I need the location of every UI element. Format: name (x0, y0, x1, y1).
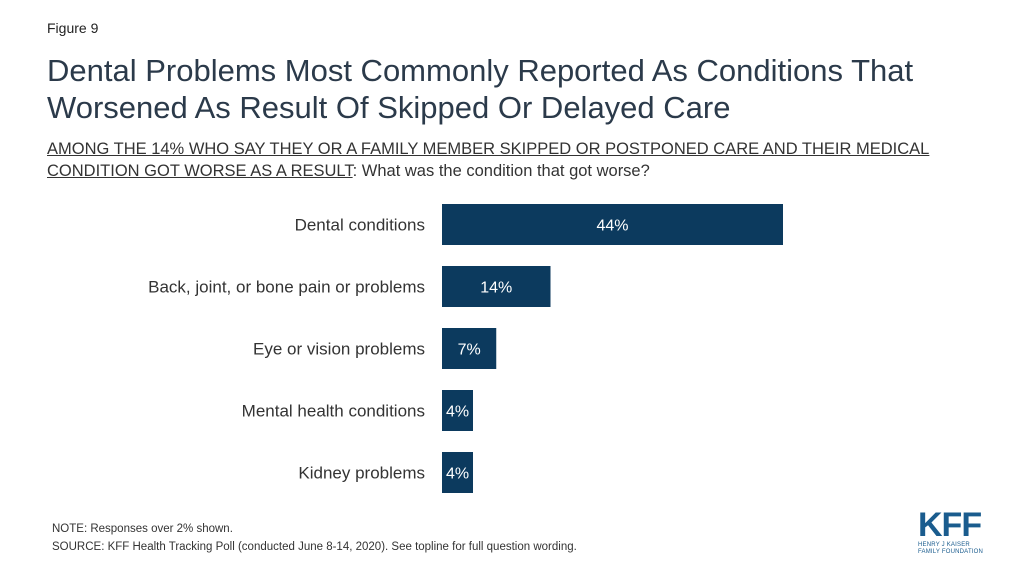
category-label-3: Mental health conditions (242, 402, 425, 421)
data-label-1: 14% (480, 280, 512, 297)
footer-note: NOTE: Responses over 2% shown. (52, 523, 233, 535)
bar-3 (442, 390, 473, 431)
logo-line-2: FAMILY FOUNDATION (918, 549, 984, 555)
category-label-2: Eye or vision problems (253, 340, 425, 359)
chart-subtitle: AMONG THE 14% WHO SAY THEY OR A FAMILY M… (47, 138, 997, 182)
bar-4 (442, 452, 473, 493)
data-label-3: 4% (446, 404, 469, 421)
bar-0 (442, 204, 783, 245)
subtitle-question: : What was the condition that got worse? (352, 162, 650, 180)
bar-chart: Dental conditions 44% Back, joint, or bone… (148, 204, 783, 493)
footer-source: SOURCE: KFF Health Tracking Poll (conduc… (52, 541, 577, 553)
logo-line-1: HENRY J KAISER (918, 542, 970, 548)
data-label-2: 7% (458, 342, 481, 359)
subtitle-population: AMONG THE 14% WHO SAY THEY OR A FAMILY M… (47, 140, 930, 180)
kff-logo: KFF HENRY J KAISER FAMILY FOUNDATION (918, 508, 988, 558)
bar-2 (442, 328, 497, 369)
chart-title: Dental Problems Most Commonly Reported A… (47, 53, 914, 125)
figure-label: Figure 9 (47, 20, 99, 36)
data-label-0: 44% (596, 218, 628, 235)
data-label-4: 4% (446, 466, 469, 483)
footer: NOTE: Responses over 2% shown. SOURCE: K… (52, 520, 577, 556)
category-label-0: Dental conditions (295, 216, 425, 235)
bar-1 (442, 266, 551, 307)
category-label-1: Back, joint, or bone pain or problems (148, 278, 425, 297)
logo-mark: KFF (918, 506, 982, 544)
category-label-4: Kidney problems (298, 464, 425, 483)
